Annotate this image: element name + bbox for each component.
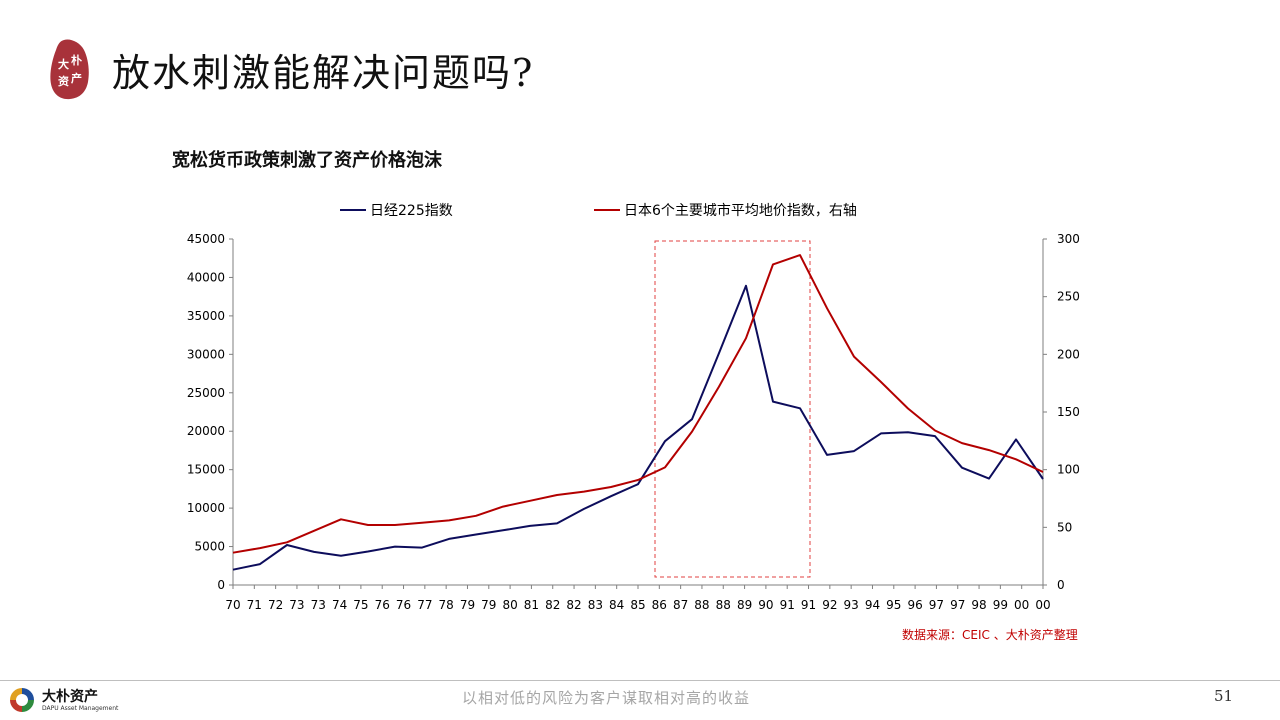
y-left-tick-label: 45000 <box>187 232 225 246</box>
x-tick-label: 88 <box>694 598 709 612</box>
svg-text:朴: 朴 <box>71 53 82 67</box>
brand-seal-logo: 大 朴 资 产 <box>50 39 89 100</box>
x-tick-label: 92 <box>822 598 837 612</box>
y-right-tick-label: 100 <box>1057 463 1080 477</box>
line-chart: 0500010000150002000025000300003500040000… <box>187 202 1080 612</box>
x-tick-label: 75 <box>353 598 368 612</box>
x-tick-label: 73 <box>311 598 326 612</box>
footer-logo-en: DAPU Asset Management <box>42 705 119 712</box>
x-tick-label: 72 <box>268 598 283 612</box>
x-tick-label: 93 <box>844 598 859 612</box>
x-tick-label: 79 <box>460 598 475 612</box>
x-tick-label: 00 <box>1035 598 1050 612</box>
y-left-tick-label: 30000 <box>187 347 225 361</box>
footer-divider <box>0 680 1280 681</box>
y-left-tick-label: 20000 <box>187 424 225 438</box>
chart-title: 宽松货币政策刺激了资产价格泡沫 <box>172 150 442 171</box>
x-tick-label: 96 <box>907 598 922 612</box>
x-tick-label: 83 <box>588 598 603 612</box>
y-left-tick-label: 5000 <box>194 540 225 554</box>
x-tick-label: 80 <box>502 598 517 612</box>
svg-text:大: 大 <box>58 57 69 71</box>
y-left-tick-label: 15000 <box>187 463 225 477</box>
x-tick-label: 70 <box>225 598 240 612</box>
x-tick-label: 74 <box>332 598 347 612</box>
x-tick-label: 77 <box>417 598 432 612</box>
source-note: 数据来源：CEIC 、大朴资产整理 <box>902 628 1078 642</box>
x-tick-label: 00 <box>1014 598 1029 612</box>
x-tick-label: 87 <box>673 598 688 612</box>
y-left-tick-label: 25000 <box>187 386 225 400</box>
x-tick-label: 76 <box>396 598 411 612</box>
x-tick-label: 98 <box>971 598 986 612</box>
x-tick-label: 81 <box>524 598 539 612</box>
x-tick-label: 82 <box>566 598 581 612</box>
legend-label: 日本6个主要城市平均地价指数，右轴 <box>624 202 857 219</box>
x-tick-label: 73 <box>289 598 304 612</box>
dapu-logo-icon <box>10 688 34 712</box>
x-tick-label: 89 <box>737 598 752 612</box>
y-right-tick-label: 150 <box>1057 405 1080 419</box>
y-left-tick-label: 35000 <box>187 309 225 323</box>
y-right-tick-label: 250 <box>1057 290 1080 304</box>
x-tick-label: 99 <box>993 598 1008 612</box>
footer-slogan: 以相对低的风险为客户谋取相对高的收益 <box>462 689 751 707</box>
footer-logo: 大朴资产 DAPU Asset Management <box>8 684 138 716</box>
y-left-tick-label: 40000 <box>187 270 225 284</box>
highlight-box <box>654 240 811 578</box>
x-tick-label: 76 <box>375 598 390 612</box>
x-tick-label: 91 <box>801 598 816 612</box>
page-number: 51 <box>1214 687 1234 705</box>
x-tick-label: 84 <box>609 598 624 612</box>
y-right-tick-label: 200 <box>1057 347 1080 361</box>
x-tick-label: 82 <box>545 598 560 612</box>
x-tick-label: 91 <box>780 598 795 612</box>
series-line-nikkei225 <box>232 284 1044 571</box>
x-tick-label: 85 <box>630 598 645 612</box>
x-tick-label: 95 <box>886 598 901 612</box>
svg-text:资: 资 <box>58 74 69 88</box>
x-tick-label: 78 <box>439 598 454 612</box>
y-right-tick-label: 0 <box>1057 578 1065 592</box>
x-tick-label: 97 <box>950 598 965 612</box>
x-tick-label: 90 <box>758 598 773 612</box>
slide-title: 放水刺激能解决问题吗? <box>112 51 535 95</box>
x-tick-label: 79 <box>481 598 496 612</box>
series-line-land-price-index <box>232 254 1044 554</box>
footer-logo-name: 大朴资产 <box>42 689 98 705</box>
legend-label: 日经225指数 <box>370 203 453 219</box>
y-right-tick-label: 50 <box>1057 520 1072 534</box>
x-tick-label: 86 <box>652 598 667 612</box>
svg-text:产: 产 <box>71 71 82 85</box>
y-right-tick-label: 300 <box>1057 232 1080 246</box>
y-left-tick-label: 0 <box>217 578 225 592</box>
x-tick-label: 71 <box>247 598 262 612</box>
x-tick-label: 94 <box>865 598 880 612</box>
x-tick-label: 97 <box>929 598 944 612</box>
x-tick-label: 88 <box>716 598 731 612</box>
y-left-tick-label: 10000 <box>187 501 225 515</box>
